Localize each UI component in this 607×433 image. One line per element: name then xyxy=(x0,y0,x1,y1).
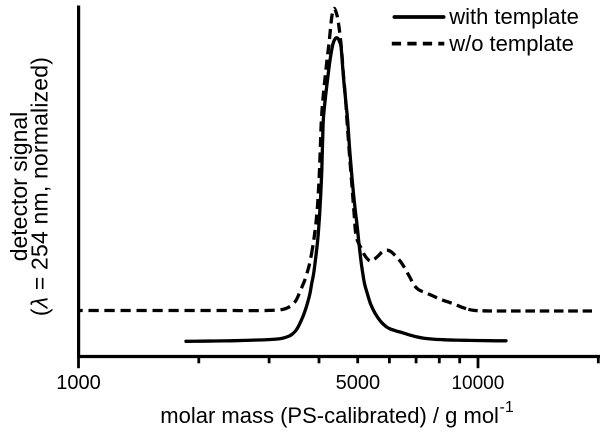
svg-text:10000: 10000 xyxy=(451,373,504,394)
svg-text:5000: 5000 xyxy=(336,372,381,394)
svg-text:molar mass (PS-calibrated) / g: molar mass (PS-calibrated) / g mol xyxy=(160,403,499,428)
svg-text:detector signal: detector signal xyxy=(6,112,32,262)
svg-text:1000: 1000 xyxy=(56,372,101,394)
svg-text:-1: -1 xyxy=(500,399,514,416)
svg-text:w/o template: w/o template xyxy=(448,31,574,56)
svg-text:(λ = 254 nm, normalized): (λ = 254 nm, normalized) xyxy=(27,57,53,316)
svg-text:with template: with template xyxy=(448,4,579,29)
